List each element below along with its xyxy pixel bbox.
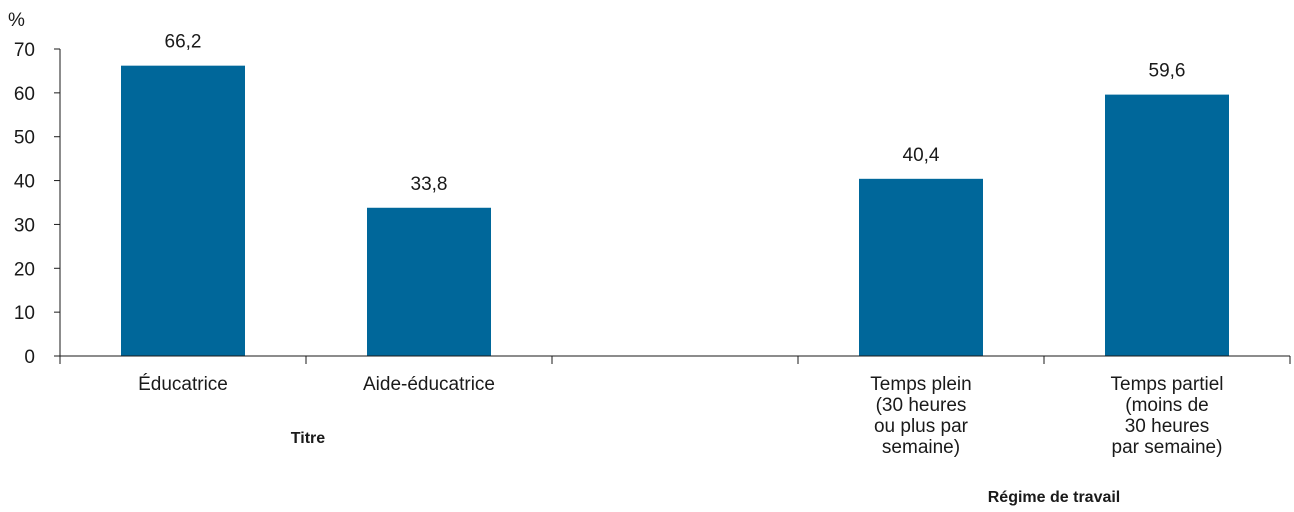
value-label: 59,6 [1149, 61, 1186, 82]
y-tick-label: 60 [14, 84, 35, 105]
category-label-line: Temps plein [870, 374, 971, 395]
value-label: 40,4 [903, 145, 940, 166]
bar [1105, 94, 1229, 357]
category-label-line: (moins de [1125, 395, 1208, 416]
group-label-regime: Régime de travail [988, 489, 1121, 506]
value-labels: 66,2 33,8 40,4 59,6 [165, 32, 1186, 195]
bar [121, 65, 245, 356]
y-axis-unit-label: % [8, 10, 25, 31]
y-axis-ticks: 0 10 20 30 40 50 60 70 [14, 40, 61, 368]
y-tick-label: 10 [14, 303, 35, 324]
y-tick-label: 70 [14, 40, 35, 61]
category-label: Temps partiel (moins de 30 heures par semai… [1111, 374, 1224, 458]
category-label: Éducatrice [138, 374, 228, 395]
category-label-line: 30 heures [1125, 416, 1210, 437]
category-labels: Éducatrice Aide-éducatrice Temps plein (30 … [138, 374, 1223, 458]
bar [367, 207, 491, 356]
category-label: Temps plein (30 heures ou plus par semaine) [870, 374, 971, 458]
category-label-line: (30 heures [876, 395, 967, 416]
x-axis [59, 355, 1291, 364]
bar [859, 178, 983, 356]
category-label-line: ou plus par [874, 416, 969, 437]
group-labels: Titre Régime de travail [291, 430, 1120, 506]
y-tick-label: 20 [14, 259, 35, 280]
y-tick-label: 30 [14, 215, 35, 236]
group-label-titre: Titre [291, 430, 325, 447]
value-label: 33,8 [411, 174, 448, 195]
category-label-line: par semaine) [1112, 437, 1223, 458]
y-tick-label: 50 [14, 128, 35, 149]
category-label-line: Aide-éducatrice [363, 374, 495, 395]
value-label: 66,2 [165, 32, 202, 53]
y-tick-label: 40 [14, 172, 35, 193]
category-label: Aide-éducatrice [363, 374, 495, 395]
category-label-line: semaine) [882, 437, 960, 458]
category-label-line: Éducatrice [138, 374, 228, 395]
category-label-line: Temps partiel [1111, 374, 1224, 395]
y-tick-label: 0 [24, 347, 35, 368]
bars [121, 65, 1229, 357]
